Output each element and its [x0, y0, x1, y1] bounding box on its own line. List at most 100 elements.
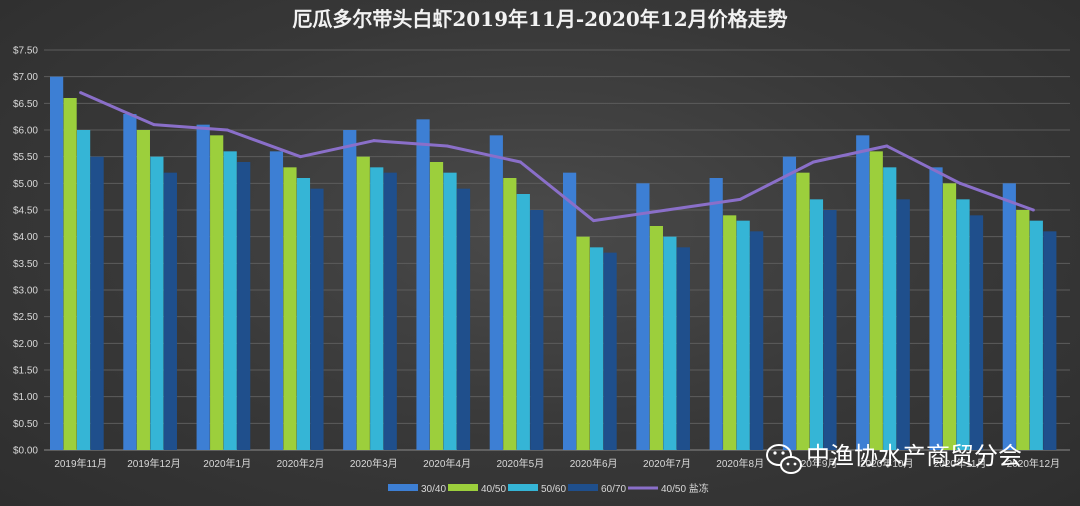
bar	[969, 215, 984, 450]
bar	[709, 178, 723, 450]
y-tick-label: $4.50	[13, 206, 38, 217]
line-point	[445, 144, 449, 148]
x-tick-label: 2020年5月	[496, 457, 544, 470]
x-tick-label: 2019年11月	[54, 457, 107, 470]
bar	[123, 114, 137, 450]
bar	[1002, 183, 1016, 451]
bar	[823, 210, 837, 450]
y-tick-label: $3.50	[13, 259, 38, 270]
x-tick-label: 2020年12月	[1007, 457, 1060, 470]
bar	[809, 199, 824, 450]
bar	[150, 156, 164, 450]
bar	[196, 124, 210, 451]
bar	[1043, 231, 1057, 450]
legend-label: 40/50 盐冻	[661, 482, 709, 495]
series-line	[80, 91, 1034, 223]
bar	[942, 183, 957, 451]
bar	[77, 130, 91, 450]
bar	[503, 178, 517, 450]
y-tick-label: $5.50	[13, 152, 38, 163]
bar	[796, 172, 810, 450]
line-point	[885, 144, 889, 148]
bar	[782, 156, 797, 450]
bar	[283, 167, 297, 451]
chart-title: 厄瓜多尔带头白虾2019年11月-2020年12月价格走势	[292, 7, 787, 31]
bar	[1016, 210, 1030, 450]
line-point	[518, 160, 522, 164]
bar	[530, 210, 544, 450]
y-tick-label: $7.50	[13, 46, 38, 57]
line-point	[79, 91, 83, 95]
bar	[649, 226, 663, 450]
y-tick-label: $3.00	[13, 286, 38, 297]
x-tick-label: 2020年8月	[716, 457, 764, 470]
y-tick-label: $6.00	[13, 126, 38, 137]
x-tick-label: 2020年7月	[643, 457, 691, 470]
y-axis: $0.00 $0.50 $1.00 $1.50 $2.00 $2.50 $3.00 $3.50…	[13, 46, 38, 457]
bar	[956, 199, 970, 450]
bar	[736, 220, 750, 450]
bar	[296, 178, 311, 450]
y-tick-label: $6.50	[13, 99, 38, 110]
bar	[636, 183, 650, 451]
legend-swatch	[448, 484, 478, 491]
y-tick-label: $2.00	[13, 339, 38, 350]
x-axis: 2019年11月 2019年12月 2020年1月 2020年2月 2020年3月 202…	[44, 449, 1070, 470]
y-tick-label: $1.50	[13, 366, 38, 377]
bar	[576, 236, 590, 450]
x-tick-label: 2019年12月	[127, 457, 180, 470]
bar	[590, 247, 604, 450]
y-tick-label: $5.00	[13, 179, 38, 190]
bar	[456, 188, 471, 450]
y-tick-label: $1.00	[13, 392, 38, 403]
bar	[50, 76, 64, 451]
bar	[723, 215, 737, 450]
line-point	[152, 123, 156, 127]
line-point	[299, 155, 302, 159]
line-point	[592, 219, 596, 223]
bar	[663, 236, 677, 450]
legend-label: 60/70	[601, 484, 626, 495]
y-tick-label: $7.00	[13, 72, 38, 83]
bar	[1029, 220, 1043, 450]
bar	[563, 172, 577, 450]
y-tick-label: $2.50	[13, 312, 38, 323]
line-point	[225, 128, 229, 132]
legend-swatch	[568, 484, 598, 491]
bar	[237, 162, 251, 450]
bar	[163, 172, 177, 450]
bar	[136, 130, 150, 450]
x-tick-label: 2020年4月	[423, 457, 471, 470]
bar	[370, 167, 384, 451]
y-tick-label: $0.50	[13, 419, 38, 430]
bar	[223, 151, 237, 451]
bar	[676, 247, 690, 450]
line-series	[79, 91, 1035, 223]
bar	[416, 119, 430, 450]
bar	[443, 172, 457, 450]
legend-label: 30/40	[421, 484, 446, 495]
bar	[210, 135, 224, 451]
bar	[489, 135, 503, 451]
legend: 30/40 40/50 50/60 60/70 40/50 盐冻	[388, 482, 709, 495]
line-point	[665, 208, 669, 212]
y-tick-label: $4.00	[13, 232, 38, 243]
bar	[929, 167, 943, 451]
legend-swatch	[508, 484, 538, 491]
bar	[856, 135, 870, 451]
bar	[603, 252, 617, 450]
bar	[516, 194, 530, 450]
legend-label: 50/60	[541, 484, 566, 495]
bar	[429, 162, 444, 450]
y-tick-label: $0.00	[13, 446, 38, 457]
bar	[90, 156, 104, 450]
bar	[883, 167, 897, 451]
legend-label: 40/50	[481, 484, 506, 495]
line-point	[372, 139, 376, 143]
bar	[310, 188, 324, 450]
bar	[63, 98, 77, 450]
bar	[269, 151, 284, 451]
bar	[750, 231, 764, 450]
